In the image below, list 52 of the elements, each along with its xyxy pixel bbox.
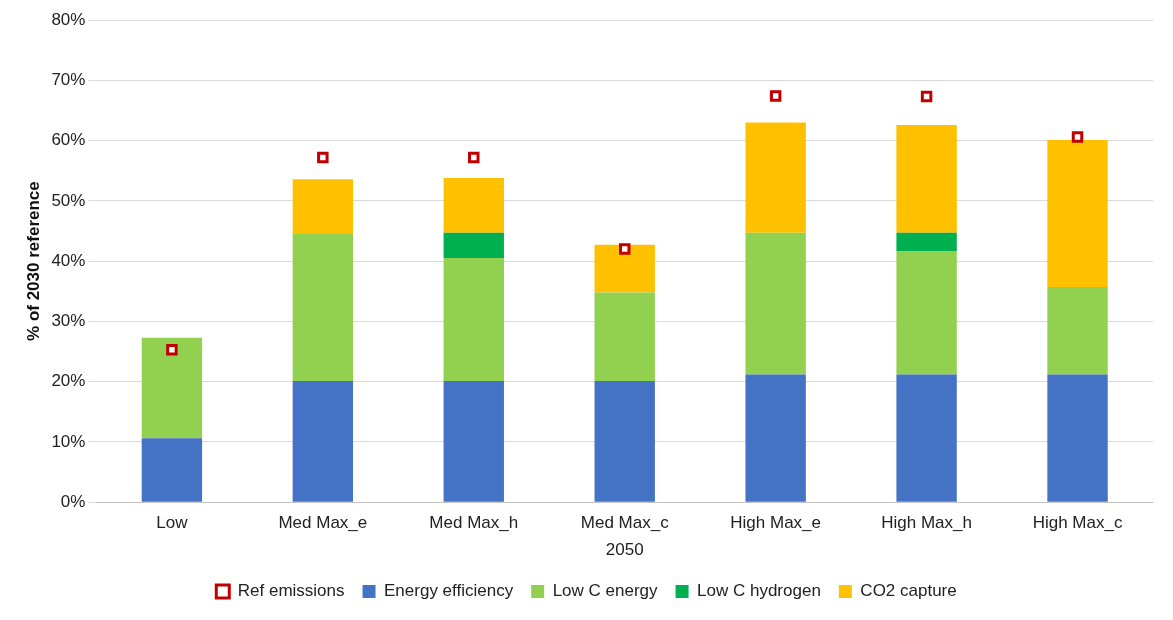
bar xyxy=(292,179,354,234)
x-tick-label: Med Max_e xyxy=(278,513,368,533)
bar xyxy=(1047,139,1108,288)
bar xyxy=(292,381,354,502)
bar xyxy=(896,232,957,252)
x-tick-label: High Max_e xyxy=(730,513,822,533)
bar xyxy=(745,122,806,233)
bar xyxy=(745,374,806,502)
x-tick-label: High Max_c xyxy=(1032,513,1123,533)
bar xyxy=(594,244,655,293)
bar xyxy=(896,374,957,502)
x-tick-label: Med Max_c xyxy=(580,513,670,533)
legend-label: Energy efficiency xyxy=(384,581,514,601)
bar xyxy=(1047,287,1108,375)
y-tick-label: 50% xyxy=(51,190,86,210)
legend-label: Low C hydrogen xyxy=(697,581,821,601)
bar xyxy=(594,292,655,382)
bar xyxy=(443,258,504,382)
bar xyxy=(594,381,655,502)
bar xyxy=(1047,374,1108,502)
point xyxy=(1071,131,1084,143)
x-axis-title: 2050 xyxy=(605,540,644,560)
y-tick-label: 10% xyxy=(51,431,86,451)
y-tick-label: 20% xyxy=(51,371,86,391)
y-tick-label: 80% xyxy=(51,9,86,29)
point xyxy=(468,151,480,164)
point xyxy=(317,151,329,164)
y-tick-label: 30% xyxy=(51,311,86,331)
y-tick-label: 60% xyxy=(51,130,86,150)
y-tick-label: 40% xyxy=(51,250,86,270)
x-tick-label: High Max_h xyxy=(881,513,972,533)
legend-label: CO2 capture xyxy=(860,581,957,601)
bar xyxy=(443,232,504,259)
point xyxy=(166,343,178,356)
x-tick-label: Med Max_h xyxy=(429,513,519,533)
bar xyxy=(896,251,957,375)
bar xyxy=(443,177,504,233)
bar xyxy=(443,381,504,502)
point xyxy=(618,243,631,255)
bar xyxy=(141,438,203,502)
legend-label: Ref emissions xyxy=(237,581,345,601)
y-tick-label: 70% xyxy=(51,69,86,89)
y-axis-title: % of 2030 reference xyxy=(23,181,43,341)
bar xyxy=(292,233,354,382)
point xyxy=(920,90,933,103)
y-tick-label: 0% xyxy=(60,491,86,511)
point xyxy=(769,90,782,102)
bar xyxy=(141,337,203,439)
x-tick-label: Low xyxy=(156,513,189,533)
bar xyxy=(896,124,957,233)
bar xyxy=(745,232,806,375)
legend-label: Low C energy xyxy=(552,581,659,601)
